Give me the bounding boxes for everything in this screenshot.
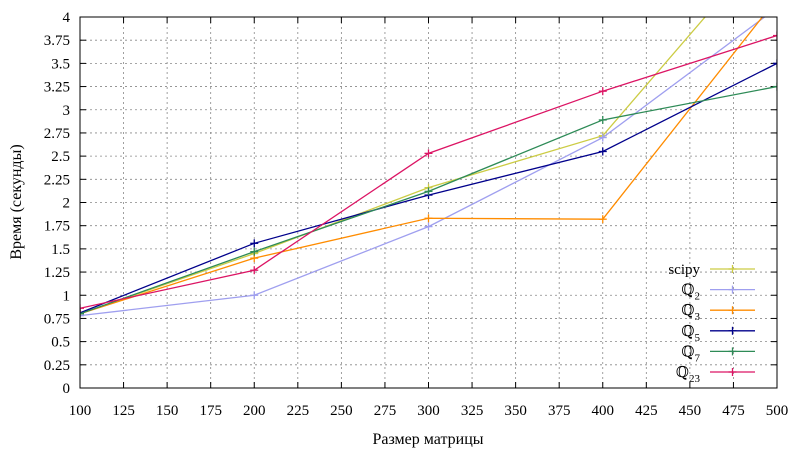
legend-label: ℚ23 [676,365,701,385]
y-tick-label: 0 [63,381,71,397]
y-tick-label: 2.75 [44,126,70,142]
y-tick-label: 2.25 [44,172,70,188]
legend-label: ℚ2 [681,283,700,303]
data-point [424,187,433,196]
y-tick-label: 1 [63,288,71,304]
data-point [598,133,607,142]
y-tick-label: 3.5 [51,56,70,72]
legend-entry: ℚ7 [681,344,755,364]
x-tick-label: 400 [592,403,615,419]
y-tick-label: 3 [63,103,71,119]
data-point [250,291,259,300]
y-axis-label: Время (секунды) [8,144,25,259]
x-tick-label: 425 [635,403,658,419]
legend-label: ℚ3 [681,303,700,323]
data-point [424,214,433,223]
legend-label: scipy [668,262,700,278]
x-tick-label: 125 [112,403,135,419]
y-tick-label: 1.25 [44,265,70,281]
x-tick-labels: 100 125 150 175 200 225 250 275 300 325 350 375 400 4… [69,403,789,419]
y-tick-label: 0.75 [44,311,70,327]
x-tick-label: 250 [330,403,353,419]
data-point [773,31,777,40]
data-point [773,4,781,12]
grid-lines [80,17,777,388]
data-point [773,59,777,68]
y-tick-label: 1.5 [51,242,70,258]
data-point [250,247,259,256]
y-tick-label: 0.25 [44,358,70,374]
x-tick-label: 300 [417,403,440,419]
data-point [598,115,607,124]
x-tick-label: 225 [287,403,310,419]
legend-entry: scipy [668,262,755,278]
data-point [598,215,607,224]
y-tick-label: 0.5 [51,335,70,351]
y-tick-label: 3.75 [44,33,70,49]
x-tick-label: 375 [548,403,571,419]
data-point [80,311,84,320]
data-point [598,87,607,96]
x-tick-label: 450 [679,403,702,419]
x-tick-label: 275 [374,403,397,419]
legend-label: ℚ7 [681,344,700,364]
x-tick-label: 200 [243,403,266,419]
x-tick-label: 175 [199,403,222,419]
x-tick-label: 100 [69,403,92,419]
series-line [80,85,777,315]
data-point [80,304,84,313]
x-tick-label: 350 [504,403,527,419]
legend-entry: ℚ2 [681,283,755,303]
data-point [773,0,781,2]
y-tick-label: 1.75 [44,219,70,235]
data-point [80,309,84,318]
data-point [598,147,607,156]
legend-entry: ℚ23 [676,365,755,385]
data-point [250,239,259,248]
plot-frame [79,16,778,389]
x-tick-label: 475 [722,403,745,419]
data-point [424,149,433,158]
legend-entry: ℚ5 [681,324,755,344]
data-point [250,266,259,275]
data-point [424,222,433,231]
x-axis-label: Размер матрицы [372,431,483,448]
data-point [773,82,777,91]
legend-entry: ℚ3 [681,303,755,323]
y-tick-label: 4 [63,10,71,26]
x-tick-label: 150 [156,403,179,419]
x-tick-label: 325 [461,403,484,419]
plot-area [80,0,781,320]
series-lines [80,0,781,320]
x-tick-label: 500 [766,403,789,419]
y-tick-label: 2.5 [51,149,70,165]
y-tick-label: 3.25 [44,80,70,96]
y-tick-labels: 0 0.25 0.5 0.75 1 1.25 1.5 1.75 2 2.25 2.5 2.75 3 3.2… [44,10,71,397]
legend-label: ℚ5 [681,324,700,344]
y-tick-label: 2 [63,196,71,212]
